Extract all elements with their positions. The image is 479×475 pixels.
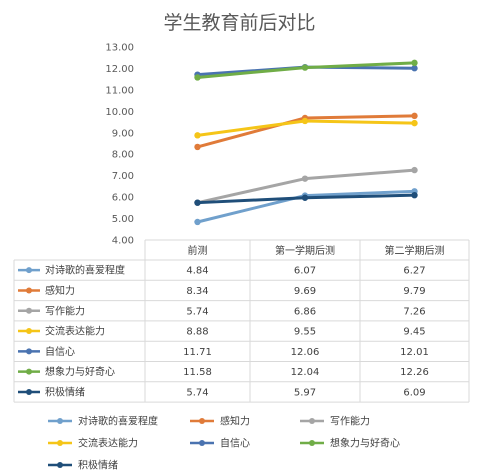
data-point [301, 194, 309, 201]
legend-marker [199, 418, 205, 424]
data-label: 7.26 [403, 306, 425, 317]
y-tick-label: 6.00 [112, 193, 134, 204]
legend-marker [309, 418, 315, 424]
data-label: 5.97 [294, 387, 316, 398]
data-point [411, 119, 418, 127]
row-series-label: 感知力 [45, 284, 75, 297]
data-point [301, 175, 309, 182]
y-tick-label: 10.00 [105, 107, 134, 118]
legend-label: 对诗歌的喜爱程度 [78, 415, 158, 428]
y-tick-label: 9.00 [112, 128, 134, 139]
legend-label: 感知力 [220, 415, 250, 428]
data-label: 9.45 [403, 327, 425, 338]
row-series-label: 自信心 [45, 345, 75, 358]
row-series-label: 写作能力 [45, 304, 85, 317]
data-point [194, 218, 201, 226]
data-point [194, 143, 201, 151]
legend-marker [57, 462, 63, 468]
data-label: 6.86 [294, 306, 316, 317]
category-label: 第二学期后测 [385, 244, 445, 257]
data-point [411, 166, 418, 174]
legend-label: 积极情绪 [78, 459, 118, 472]
row-legend-marker [26, 388, 32, 395]
legend-label: 想象力与好奇心 [330, 437, 400, 450]
data-point [194, 74, 201, 81]
y-tick-label: 11.00 [105, 85, 134, 96]
row-series-label: 积极情绪 [45, 385, 85, 398]
data-label: 11.58 [183, 367, 212, 378]
legend-marker [199, 440, 205, 446]
row-legend-marker [26, 328, 32, 335]
row-legend-marker [26, 287, 32, 294]
category-label: 前测 [188, 244, 208, 257]
data-point [301, 117, 309, 125]
data-label: 9.79 [403, 286, 425, 297]
category-label: 第一学期后测 [275, 244, 335, 257]
data-label: 6.07 [294, 266, 316, 277]
data-point [194, 199, 201, 206]
y-tick-label: 13.00 [105, 43, 134, 54]
legend-label: 写作能力 [330, 415, 370, 428]
row-legend-marker [26, 368, 32, 375]
data-point [301, 64, 309, 71]
row-series-label: 对诗歌的喜爱程度 [45, 264, 125, 277]
row-series-label: 想象力与好奇心 [45, 365, 115, 378]
data-label: 12.04 [291, 367, 320, 378]
data-label: 4.84 [186, 266, 208, 277]
data-label: 5.74 [186, 387, 208, 398]
y-tick-label: 5.00 [112, 214, 134, 225]
y-tick-label: 4.00 [112, 236, 134, 247]
y-tick-label: 7.00 [112, 171, 134, 182]
row-legend-marker [26, 267, 32, 274]
data-label: 12.26 [400, 367, 429, 378]
data-label: 12.06 [291, 347, 320, 358]
legend-label: 交流表达能力 [78, 437, 138, 450]
legend-marker [309, 440, 315, 446]
data-label: 8.34 [186, 286, 208, 297]
data-point [194, 132, 201, 139]
plot-area [194, 59, 418, 226]
data-point [411, 65, 418, 72]
data-point [411, 191, 418, 199]
legend-marker [57, 418, 63, 424]
data-label: 9.69 [294, 286, 316, 297]
data-label: 6.27 [403, 266, 425, 277]
data-label: 11.71 [183, 347, 212, 358]
row-series-label: 交流表达能力 [45, 325, 105, 338]
y-tick-label: 12.00 [105, 64, 134, 75]
row-legend-marker [26, 348, 32, 355]
row-legend-marker [26, 307, 32, 314]
data-label: 8.88 [186, 327, 208, 338]
data-point [411, 112, 418, 120]
data-label: 12.01 [400, 347, 429, 358]
chart-title: 学生教育前后对比 [163, 12, 316, 34]
y-tick-label: 8.00 [112, 150, 134, 161]
data-label: 9.55 [294, 327, 316, 338]
y-axis: 4.00 5.00 6.00 7.00 8.00 9.00 10.00 11.00 12.00 1… [105, 43, 134, 247]
legend-label: 自信心 [220, 437, 250, 450]
data-label: 6.09 [403, 387, 425, 398]
data-label: 5.74 [186, 306, 208, 317]
legend-marker [57, 440, 63, 446]
data-point [411, 59, 418, 67]
